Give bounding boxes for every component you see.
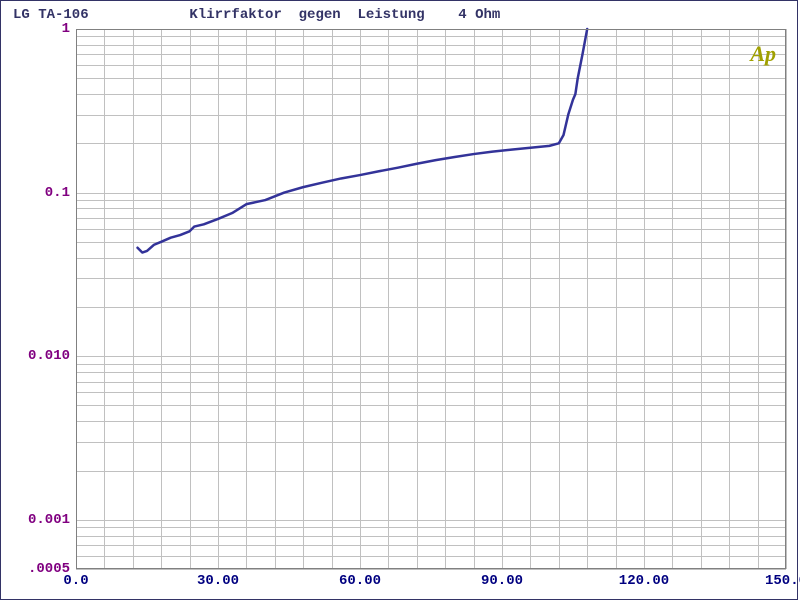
chart-title: LG TA-106 Klirrfaktor gegen Leistung 4 O… (13, 7, 785, 27)
grid-v (786, 29, 787, 569)
x-tick-label: 150.0 (765, 573, 800, 589)
x-tick-label: 120.00 (619, 573, 669, 589)
x-tick-label: 30.00 (197, 573, 239, 589)
y-tick-label: 0.010 (28, 348, 70, 364)
y-tick-label: 0.1 (45, 185, 70, 201)
outer-frame: LG TA-106 Klirrfaktor gegen Leistung 4 O… (0, 0, 798, 600)
thd-line (138, 29, 588, 253)
grid-h (76, 569, 786, 570)
y-tick-label: .0005 (28, 561, 70, 577)
y-tick-label: 0.001 (28, 512, 70, 528)
plot-area: 0.030.0060.0090.00120.00150.010.10.0100.… (76, 29, 786, 569)
x-tick-label: 90.00 (481, 573, 523, 589)
x-tick-label: 60.00 (339, 573, 381, 589)
y-tick-label: 1 (62, 21, 70, 37)
series-svg (76, 29, 786, 569)
